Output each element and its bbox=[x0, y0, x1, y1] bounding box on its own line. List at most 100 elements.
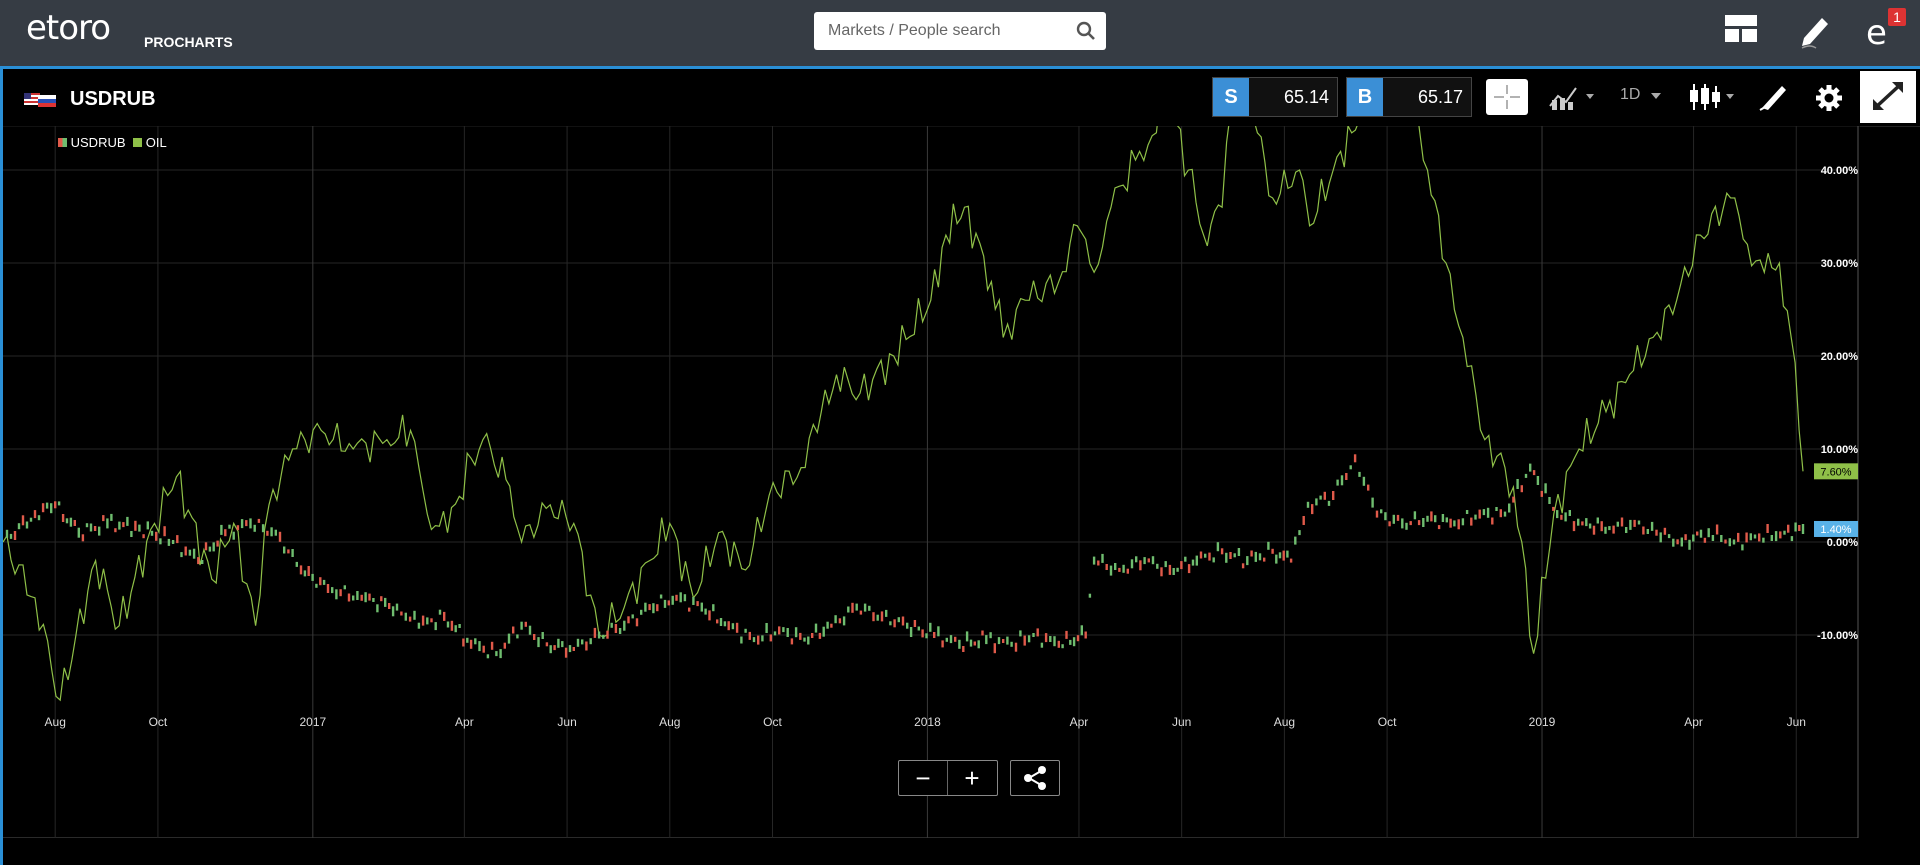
usdrub-candle bbox=[659, 594, 663, 599]
usdrub-candle bbox=[1430, 511, 1433, 522]
usdrub-candle bbox=[773, 631, 777, 636]
usdrub-candle bbox=[1787, 524, 1790, 533]
usdrub-candle bbox=[1512, 496, 1515, 503]
usdrub-candle bbox=[1540, 490, 1543, 497]
usdrub-candle bbox=[949, 635, 953, 644]
usdrub-candle bbox=[663, 599, 667, 608]
usdrub-candle bbox=[1588, 523, 1592, 529]
zoom-in-button[interactable]: + bbox=[964, 763, 980, 793]
usdrub-candle bbox=[364, 592, 367, 603]
usdrub-candle bbox=[37, 515, 41, 521]
usdrub-candle bbox=[1327, 500, 1331, 506]
usdrub-candle bbox=[761, 635, 764, 642]
usdrub-candle bbox=[958, 639, 961, 649]
usdrub-candle bbox=[1282, 550, 1285, 561]
usdrub-candle bbox=[708, 610, 711, 621]
usdrub-candle bbox=[1585, 518, 1588, 527]
usdrub-candle bbox=[466, 637, 469, 643]
usdrub-candle bbox=[1358, 471, 1361, 477]
search-icon[interactable] bbox=[1076, 21, 1096, 41]
usdrub-candle bbox=[906, 622, 909, 629]
usdrub-candle bbox=[287, 549, 290, 554]
compare-chart-icon[interactable] bbox=[1548, 82, 1598, 112]
usdrub-candle bbox=[1774, 531, 1778, 542]
share-button[interactable] bbox=[1010, 760, 1060, 796]
usdrub-candle bbox=[1384, 512, 1387, 521]
usdrub-candle bbox=[1092, 556, 1096, 565]
usdrub-candle bbox=[1437, 525, 1441, 530]
usdrub-candle bbox=[408, 616, 412, 622]
usdrub-candle bbox=[640, 609, 643, 615]
usdrub-candle bbox=[45, 502, 49, 509]
buy-price: 65.17 bbox=[1417, 87, 1463, 107]
drawing-tools-icon[interactable] bbox=[1758, 82, 1790, 112]
usdrub-candle bbox=[1172, 568, 1175, 575]
usdrub-candle bbox=[81, 534, 85, 542]
usdrub-candle bbox=[981, 630, 984, 636]
layout-icon[interactable] bbox=[1724, 14, 1758, 44]
buy-button[interactable]: B 65.17 bbox=[1346, 77, 1472, 117]
crosshair-button[interactable] bbox=[1486, 79, 1528, 115]
usdrub-candle bbox=[1470, 517, 1473, 526]
zoom-out-button[interactable]: − bbox=[915, 763, 931, 793]
usdrub-candle bbox=[985, 635, 988, 645]
fullscreen-button[interactable] bbox=[1860, 71, 1916, 123]
usdrub-candle bbox=[656, 604, 659, 612]
price-chart[interactable]: Aug Oct 2017 Apr Jun Aug Oct 2018 Apr Jun Aug Oct 20… bbox=[3, 126, 1861, 838]
usdrub-candle bbox=[454, 625, 457, 633]
usdrub-candle bbox=[561, 641, 564, 648]
usdrub-candle bbox=[458, 624, 461, 628]
usdrub-candle bbox=[512, 626, 515, 634]
usdrub-candle bbox=[41, 503, 45, 513]
usdrub-candle bbox=[1367, 484, 1370, 491]
usdrub-candle bbox=[122, 522, 125, 528]
settings-gear-icon[interactable] bbox=[1814, 83, 1844, 113]
usdrub-candle bbox=[1564, 512, 1567, 522]
usdrub-candle bbox=[1659, 532, 1662, 543]
usdrub-candle bbox=[822, 626, 825, 637]
usdrub-candle bbox=[73, 520, 76, 526]
usdrub-candle bbox=[495, 651, 498, 657]
usdrub-candle bbox=[1600, 521, 1603, 532]
pencil-icon[interactable] bbox=[1796, 10, 1836, 50]
usdrub-candle bbox=[553, 645, 556, 651]
usdrub-candle bbox=[29, 517, 33, 522]
etoro-logo[interactable]: etoro PROCHARTS bbox=[26, 8, 233, 50]
usdrub-candle bbox=[1208, 552, 1211, 561]
usdrub-candle bbox=[782, 627, 785, 633]
usdrub-candle bbox=[1168, 564, 1172, 575]
usdrub-candle bbox=[232, 531, 235, 540]
y-tick-label: 10.00% bbox=[1821, 444, 1859, 456]
sell-button[interactable]: S 65.14 bbox=[1212, 77, 1338, 117]
us-ru-flag-icon bbox=[24, 93, 56, 107]
usdrub-candle bbox=[1014, 642, 1018, 652]
usdrub-candle bbox=[524, 621, 527, 627]
usdrub-candle bbox=[1737, 532, 1740, 542]
usdrub-candle bbox=[1187, 564, 1191, 574]
usdrub-candle bbox=[1758, 533, 1761, 542]
x-tick-label: Oct bbox=[763, 715, 782, 729]
usdrub-last-value-tag bbox=[1814, 520, 1858, 537]
usdrub-candle bbox=[388, 603, 391, 609]
usdrub-candle bbox=[652, 603, 655, 614]
candlestick-icon[interactable] bbox=[1688, 82, 1738, 112]
interval-selector[interactable]: 1D bbox=[1620, 86, 1666, 110]
usdrub-candles bbox=[5, 454, 1805, 659]
usdrub-candle bbox=[962, 646, 965, 652]
usdrub-candle bbox=[1663, 527, 1667, 535]
usdrub-candle bbox=[1646, 529, 1649, 534]
usdrub-candle bbox=[1216, 542, 1220, 552]
usdrub-candle bbox=[421, 615, 425, 626]
usdrub-candle bbox=[295, 561, 298, 567]
usdrub-candle bbox=[283, 546, 286, 554]
usdrub-candle bbox=[430, 618, 433, 623]
usdrub-candle bbox=[180, 552, 183, 558]
usdrub-candle bbox=[138, 524, 141, 532]
usdrub-candle bbox=[752, 637, 756, 643]
usdrub-candle bbox=[1629, 519, 1632, 530]
usdrub-candle bbox=[380, 596, 383, 602]
usdrub-candle bbox=[1184, 556, 1187, 562]
usdrub-candle bbox=[1065, 630, 1068, 639]
x-tick-label: Oct bbox=[1378, 715, 1397, 729]
search-input[interactable]: Markets / People search bbox=[814, 12, 1106, 50]
